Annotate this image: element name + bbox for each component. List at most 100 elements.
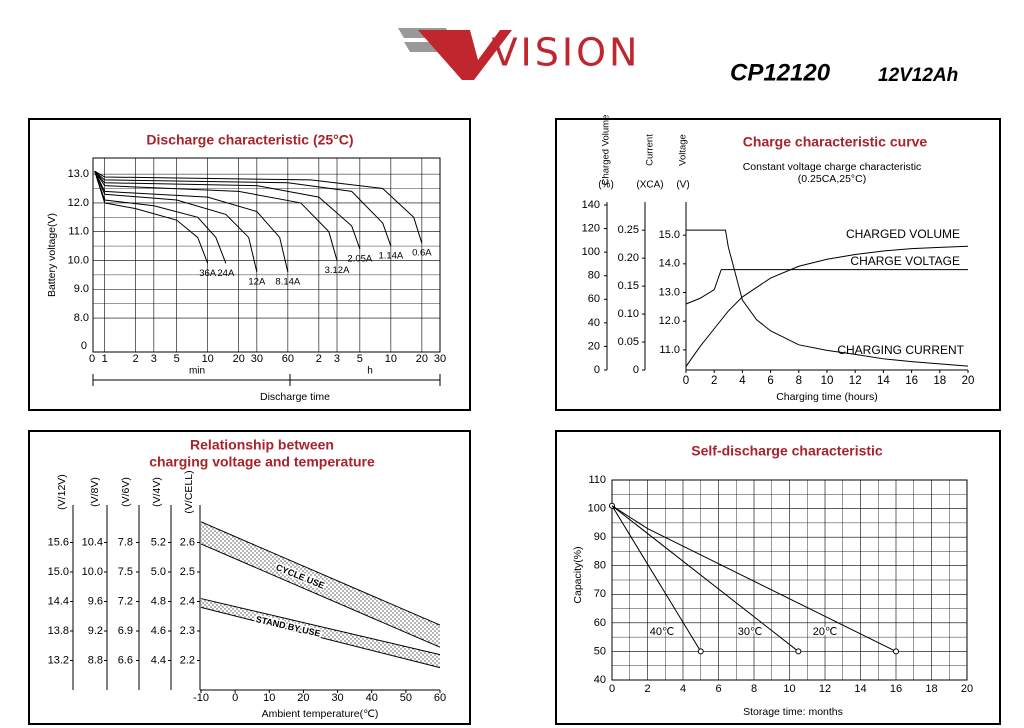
y-tick-label: 6.6 bbox=[118, 654, 133, 666]
x-tick-label: 16 bbox=[905, 375, 918, 387]
x-tick-label: 60 bbox=[282, 353, 294, 365]
band-fill bbox=[201, 598, 440, 668]
series-label: 12A bbox=[248, 276, 266, 287]
y-tick-label: 15.0 bbox=[659, 229, 680, 241]
panel bbox=[28, 430, 471, 725]
x-tick-label: 3 bbox=[151, 353, 157, 365]
x-tick-label: 30 bbox=[251, 353, 263, 365]
x-tick-label: 12 bbox=[849, 375, 862, 387]
y-tick-label: 15.6 bbox=[48, 536, 69, 548]
y-tick-label: 70 bbox=[594, 588, 606, 600]
discharge-curve bbox=[94, 171, 209, 264]
charge-curve bbox=[685, 269, 968, 305]
x-tick-label: 10 bbox=[202, 353, 214, 365]
y-tick-label: 0.20 bbox=[618, 252, 639, 264]
x-tick-label: 10 bbox=[783, 683, 795, 695]
series-label: 40℃ bbox=[650, 626, 675, 638]
panel bbox=[28, 118, 471, 411]
y-tick-label: 7.5 bbox=[118, 566, 133, 578]
discharge-curve bbox=[94, 171, 289, 273]
y-tick-label: 0.25 bbox=[618, 224, 639, 236]
panel bbox=[555, 118, 1001, 411]
x-tick-label: 4 bbox=[680, 683, 686, 695]
logo: VISION bbox=[398, 28, 637, 80]
y-tick-label: 8.8 bbox=[88, 654, 103, 666]
x-tick-label: 20 bbox=[233, 353, 245, 365]
y-tick-label: 2.5 bbox=[180, 566, 195, 578]
x-tick-label: 10 bbox=[821, 375, 834, 387]
series-label: 3.12A bbox=[325, 265, 350, 276]
capacity-line bbox=[611, 505, 799, 652]
y-tick-label: 20 bbox=[588, 340, 600, 352]
x-tick-label: 8 bbox=[751, 683, 757, 695]
y-tick-label: 0.05 bbox=[618, 336, 639, 348]
rating: 12V12Ah bbox=[878, 65, 958, 86]
y-tick-label: 4.6 bbox=[151, 625, 166, 637]
chart-title: Relationship between bbox=[190, 437, 334, 453]
x-tick-label: 10 bbox=[385, 353, 397, 365]
series-label: 24A bbox=[217, 268, 235, 279]
x-tick-label: 8 bbox=[796, 375, 802, 387]
series-label: 2.05A bbox=[347, 253, 372, 264]
y-tick-label: 2.6 bbox=[180, 536, 195, 548]
x-tick-label: 18 bbox=[933, 375, 946, 387]
y-axis-unit: (%) bbox=[598, 180, 614, 191]
y-tick-label: 9.0 bbox=[74, 283, 89, 295]
x-axis-label: Discharge time bbox=[260, 391, 330, 403]
range-label: h bbox=[367, 366, 373, 377]
chart-subtitle: (0.25CA,25°C) bbox=[798, 173, 866, 185]
x-tick-label: 0 bbox=[609, 683, 615, 695]
y-axis-header: Voltage bbox=[678, 134, 689, 166]
y-tick-label: 0 bbox=[594, 364, 600, 376]
x-tick-label: 18 bbox=[925, 683, 937, 695]
end-marker bbox=[697, 648, 704, 655]
y-tick-label: 13.0 bbox=[659, 286, 680, 298]
chart-title: Self-discharge characteristic bbox=[691, 443, 883, 459]
logo-v bbox=[418, 30, 512, 80]
y-axis-label: Battery voltage(V) bbox=[46, 213, 58, 297]
y-tick-label: 90 bbox=[594, 531, 606, 543]
x-tick-label: 14 bbox=[877, 375, 890, 387]
y-tick-label: 12.0 bbox=[659, 315, 680, 327]
y-tick-label: 7.8 bbox=[118, 536, 133, 548]
x-tick-label: 4 bbox=[739, 375, 746, 387]
charge-curve bbox=[686, 229, 969, 367]
band-edge bbox=[200, 598, 441, 656]
series-label: 20℃ bbox=[813, 626, 838, 638]
x-tick-label: 50 bbox=[400, 692, 412, 704]
y-tick-label: 13.2 bbox=[48, 654, 69, 666]
origin-label: 0 bbox=[89, 353, 95, 365]
panel bbox=[555, 430, 1001, 725]
x-tick-label: 40 bbox=[366, 692, 378, 704]
y-tick-label: 9.6 bbox=[88, 595, 103, 607]
band-edge bbox=[200, 606, 441, 669]
x-tick-label: 5 bbox=[174, 353, 180, 365]
discharge-curve bbox=[94, 171, 258, 273]
y-axis-header: Charged Volume bbox=[601, 115, 612, 186]
y-tick-label: 14.0 bbox=[659, 258, 680, 270]
x-tick-label: 30 bbox=[434, 353, 446, 365]
origin-label: 0 bbox=[81, 340, 87, 352]
x-tick-label: 14 bbox=[854, 683, 866, 695]
y-axis-header: (V/6V) bbox=[120, 477, 132, 507]
x-tick-label: 20 bbox=[961, 683, 973, 695]
x-tick-label: 1 bbox=[102, 353, 108, 365]
x-axis-label: Charging time (hours) bbox=[776, 391, 878, 403]
x-tick-label: 5 bbox=[357, 353, 363, 365]
x-tick-label: 16 bbox=[890, 683, 902, 695]
y-tick-label: 15.0 bbox=[48, 566, 69, 578]
x-tick-label: 2 bbox=[644, 683, 650, 695]
series-label: 0.6A bbox=[412, 248, 432, 259]
band-edge bbox=[200, 521, 441, 626]
y-tick-label: 0.15 bbox=[618, 280, 639, 292]
x-tick-label: 12 bbox=[819, 683, 831, 695]
y-tick-label: 9.2 bbox=[88, 625, 103, 637]
y-tick-label: 140 bbox=[582, 199, 600, 211]
discharge-curve bbox=[94, 170, 392, 247]
y-tick-label: 60 bbox=[594, 617, 606, 629]
y-tick-label: 100 bbox=[582, 246, 600, 258]
x-tick-label: 3 bbox=[334, 353, 340, 365]
chart-title: charging voltage and temperature bbox=[149, 454, 375, 470]
y-tick-label: 12.0 bbox=[68, 197, 89, 209]
